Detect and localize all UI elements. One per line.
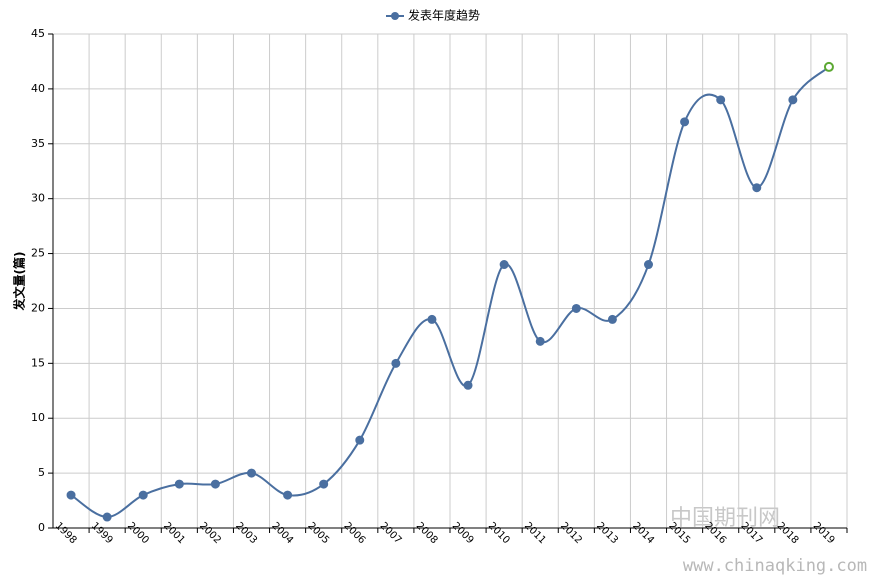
point <box>644 260 653 270</box>
point <box>716 95 726 105</box>
legend-label: 发表年度趋势 <box>408 8 480 23</box>
point <box>571 303 581 313</box>
y-tick-label: 20 <box>31 301 45 314</box>
x-tick-label: 2002 <box>197 520 223 546</box>
x-tick-label: 2018 <box>775 520 801 546</box>
point <box>499 260 509 270</box>
y-tick-label: 15 <box>31 356 45 369</box>
x-tick-label: 2008 <box>414 520 440 546</box>
y-tick-label: 45 <box>31 27 45 40</box>
x-tick-label: 2012 <box>558 520 584 546</box>
y-axis-label: 发文量(篇) <box>12 252 27 312</box>
x-tick-label: 2001 <box>161 520 187 546</box>
y-tick-label: 10 <box>31 411 45 424</box>
point <box>138 490 148 500</box>
point <box>391 358 401 368</box>
point <box>680 117 690 127</box>
point <box>355 435 365 445</box>
y-tick-label: 30 <box>31 192 45 205</box>
y-tick-label: 40 <box>31 82 45 95</box>
watermark-url: www.chinaqking.com <box>683 556 867 576</box>
point <box>174 479 184 489</box>
point <box>463 380 473 390</box>
x-tick-label: 2019 <box>811 520 837 546</box>
x-tick-label: 1998 <box>53 520 79 546</box>
x-tick-label: 2014 <box>630 520 656 546</box>
y-tick-label: 25 <box>31 247 45 260</box>
point <box>210 479 220 489</box>
y-tick-label: 35 <box>31 137 45 150</box>
point <box>283 490 293 500</box>
x-tick-label: 2004 <box>269 520 295 546</box>
point <box>535 336 545 346</box>
x-tick-label: 2000 <box>125 520 151 546</box>
point <box>607 314 617 324</box>
x-tick-label: 2010 <box>486 520 512 546</box>
y-tick-label: 5 <box>38 466 45 479</box>
legend-marker <box>391 12 399 20</box>
point <box>427 314 437 324</box>
watermark: 中国期刊网 <box>670 506 780 531</box>
point <box>102 512 112 522</box>
y-tick-label: 0 <box>38 521 45 534</box>
x-tick-label: 2003 <box>233 520 259 546</box>
x-tick-label: 2013 <box>594 520 620 546</box>
point <box>788 95 798 105</box>
x-tick-label: 1999 <box>89 520 115 546</box>
x-tick-label: 2009 <box>450 520 476 546</box>
x-tick-label: 2005 <box>305 520 331 546</box>
x-tick-label: 2011 <box>522 520 548 546</box>
point <box>66 490 76 500</box>
x-tick-label: 2007 <box>378 520 404 546</box>
x-tick-label: 2006 <box>342 520 368 546</box>
point <box>823 61 834 72</box>
point <box>752 183 762 193</box>
point <box>247 468 256 478</box>
point <box>319 479 329 489</box>
